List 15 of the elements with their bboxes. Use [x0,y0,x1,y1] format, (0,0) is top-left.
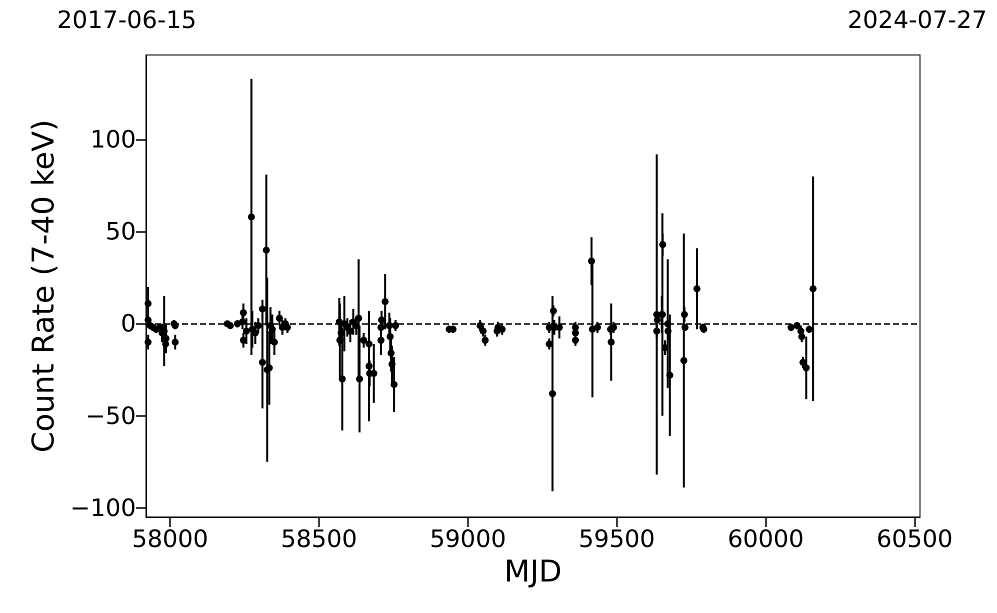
y-tick-label: 100 [90,126,136,154]
y-tick-label: 50 [105,218,136,246]
x-tick-label: 59500 [578,525,656,553]
x-tick-label: 58000 [132,525,208,553]
y-axis-title: Count Rate (7-40 keV) [26,119,62,453]
text: 2024-07-27 [848,6,988,34]
y-tick-label: 0 [120,310,136,338]
x-tick-label: 59000 [430,525,506,553]
y-tick-label: −50 [85,402,136,430]
x-tick-label: 60000 [728,525,804,553]
text: 2017-06-15 [57,6,196,34]
x-tick-label: 60500 [876,525,953,553]
x-tick-label: 58500 [280,525,358,553]
x-axis-title: MJD [504,554,562,590]
y-tick-label: −100 [70,494,136,522]
